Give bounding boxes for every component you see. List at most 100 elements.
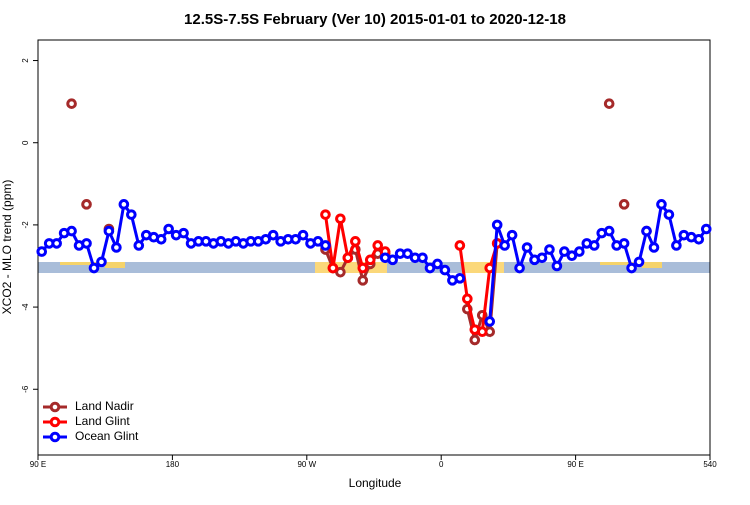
- data-point: [521, 242, 533, 253]
- data-point: [357, 262, 369, 274]
- data-point: [126, 209, 137, 220]
- data-point: [88, 262, 100, 274]
- legend-label: Land Nadir: [75, 399, 134, 413]
- data-point: [260, 233, 272, 245]
- data-point: [111, 242, 122, 253]
- data-point: [633, 256, 645, 268]
- data-point: [424, 262, 436, 274]
- land-patch: [462, 262, 504, 273]
- legend-marker: [49, 401, 61, 413]
- data-point: [364, 254, 376, 266]
- data-point: [671, 240, 682, 251]
- data-point: [432, 258, 443, 270]
- data-point: [656, 199, 667, 210]
- data-point: [462, 293, 473, 305]
- data-point: [178, 227, 189, 239]
- data-point: [514, 262, 525, 274]
- series: [66, 98, 651, 346]
- data-point: [700, 223, 712, 235]
- data-point: [544, 244, 555, 255]
- data-point: [603, 225, 615, 237]
- data-point: [618, 199, 630, 210]
- data-point: [81, 199, 92, 210]
- data-point: [566, 250, 578, 262]
- data-point: [267, 229, 279, 241]
- data-point: [103, 225, 115, 237]
- data-point: [476, 326, 488, 338]
- data-point: [327, 262, 339, 274]
- data-point: [335, 213, 346, 225]
- data-point: [66, 225, 77, 237]
- data-point: [320, 240, 331, 251]
- legend-marker: [49, 431, 61, 443]
- data-point: [641, 225, 652, 237]
- x-axis-label: Longitude: [349, 476, 402, 490]
- data-point: [357, 275, 369, 286]
- land-patch: [642, 262, 662, 268]
- data-point: [335, 266, 346, 278]
- data-point: [372, 240, 384, 251]
- series: [36, 199, 712, 327]
- data-point: [506, 229, 518, 241]
- plot-frame: [37, 39, 711, 456]
- data-point: [342, 252, 354, 264]
- data-point: [559, 246, 570, 257]
- data-point: [536, 252, 548, 264]
- y-axis-label: XCO2 - MLO trend (ppm): [0, 180, 14, 315]
- data-point: [626, 262, 637, 274]
- data-point: [603, 98, 615, 109]
- x-tick-label: 90 W: [297, 460, 316, 469]
- data-point: [588, 240, 600, 251]
- data-point: [350, 236, 361, 247]
- land-patch: [315, 262, 387, 273]
- x-tick-label: 90 E: [567, 460, 583, 469]
- data-point: [551, 260, 563, 272]
- y-tick-label: -4: [21, 303, 30, 311]
- data-point: [36, 246, 48, 257]
- y-tick-label: -2: [21, 221, 30, 229]
- x-tick-label: 540: [703, 460, 717, 469]
- x-tick-label: 180: [166, 460, 180, 469]
- data-point: [51, 238, 62, 249]
- legend-marker: [49, 416, 61, 428]
- y-tick-label: 0: [21, 140, 30, 145]
- series: [320, 209, 503, 338]
- data-point: [484, 316, 496, 327]
- legend-label: Ocean Glint: [75, 429, 139, 443]
- chart-title: 12.5S-7.5S February (Ver 10) 2015-01-01 …: [184, 11, 566, 28]
- x-tick-label: 0: [439, 460, 444, 469]
- data-point: [454, 273, 466, 284]
- data-point: [133, 240, 145, 251]
- data-point: [118, 199, 130, 210]
- data-point: [417, 252, 428, 264]
- data-point: [290, 233, 301, 245]
- data-point: [96, 256, 107, 268]
- data-point: [469, 334, 481, 346]
- land-patch: [60, 262, 100, 265]
- data-point: [155, 233, 167, 245]
- data-point: [81, 238, 92, 249]
- data-point: [163, 223, 174, 235]
- y-tick-label: 2: [21, 58, 30, 63]
- legend-label: Land Glint: [75, 414, 130, 428]
- series-line: [323, 214, 499, 334]
- data-point: [648, 242, 660, 253]
- data-point: [297, 229, 309, 241]
- data-point: [693, 233, 705, 245]
- data-point: [439, 264, 451, 276]
- data-point: [574, 246, 585, 257]
- data-point: [312, 236, 324, 247]
- land-patch: [600, 262, 640, 265]
- data-point: [66, 98, 77, 109]
- y-tick-label: -6: [21, 385, 30, 393]
- x-tick-label: 90 E: [30, 460, 46, 469]
- data-point: [387, 254, 398, 266]
- data-point: [320, 209, 331, 220]
- data-point: [663, 209, 675, 220]
- data-point: [499, 240, 510, 251]
- data-point: [491, 219, 503, 231]
- data-point: [454, 240, 466, 251]
- data-point: [618, 238, 630, 249]
